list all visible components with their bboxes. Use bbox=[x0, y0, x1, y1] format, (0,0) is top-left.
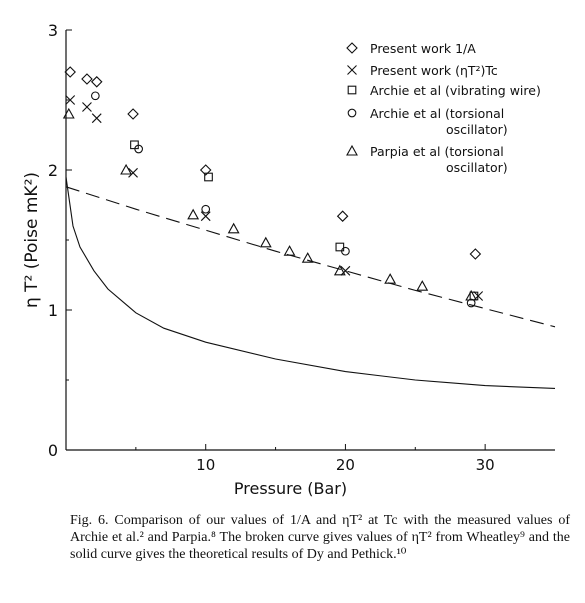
solid-curve-dy-pethick bbox=[65, 176, 556, 389]
data-point-diamond bbox=[127, 108, 139, 120]
data-point-triangle bbox=[283, 245, 296, 256]
data-point-triangle bbox=[62, 107, 75, 119]
y-tick-label: 0 bbox=[48, 441, 58, 460]
data-point-circle bbox=[201, 204, 211, 214]
data-point-triangle bbox=[384, 273, 397, 284]
legend-label: Present work 1/A bbox=[370, 41, 476, 56]
data-point-diamond bbox=[64, 66, 76, 78]
data-point-square bbox=[204, 172, 213, 182]
legend-marker-circle bbox=[347, 108, 357, 118]
y-tick-label: 2 bbox=[48, 161, 58, 180]
legend-label: Archie et al (torsional bbox=[370, 106, 504, 121]
data-point-diamond bbox=[336, 210, 349, 222]
data-point-triangle bbox=[227, 222, 240, 234]
y-axis-label: η T² (Poise mK²) bbox=[22, 172, 42, 308]
legend-label: Parpia et al (torsional bbox=[370, 144, 504, 159]
data-point-square bbox=[335, 242, 345, 252]
data-point-x bbox=[65, 95, 76, 105]
data-point-circle bbox=[90, 91, 100, 101]
data-point-x bbox=[128, 167, 138, 178]
data-point-diamond bbox=[81, 73, 93, 85]
y-tick-label: 1 bbox=[48, 301, 58, 320]
data-point-triangle bbox=[120, 163, 133, 175]
figure-caption: Fig. 6. Comparison of our values of 1/A … bbox=[70, 513, 570, 562]
data-point-x bbox=[91, 113, 102, 124]
data-point-x bbox=[200, 211, 211, 222]
data-point-circle bbox=[466, 298, 476, 308]
data-point-triangle bbox=[416, 280, 429, 291]
x-tick-label: 10 bbox=[196, 456, 215, 474]
data-point-triangle bbox=[301, 252, 314, 263]
legend-marker-triangle bbox=[346, 144, 358, 156]
legend-marker-x bbox=[347, 65, 357, 75]
legend-marker-diamond bbox=[346, 42, 358, 54]
legend-marker-square bbox=[347, 85, 357, 95]
data-point-diamond bbox=[199, 164, 212, 176]
data-point-triangle bbox=[187, 208, 200, 220]
data-point-circle bbox=[134, 144, 144, 154]
data-point-diamond bbox=[90, 76, 103, 88]
figure-6-chart: 0 1 2 3 10 20 30 Pressure (Bar) η T² (Poise mK²)… bbox=[22, 21, 556, 498]
legend-label: oscillator) bbox=[446, 122, 508, 137]
data-point-square bbox=[130, 140, 139, 150]
data-point-triangle bbox=[465, 289, 478, 301]
data-point-circle bbox=[341, 246, 350, 256]
legend-label: Archie et al (vibrating wire) bbox=[370, 83, 541, 98]
y-tick-label: 3 bbox=[48, 21, 58, 40]
data-point-diamond bbox=[469, 248, 482, 260]
legend-label: Present work (ηT²)Tc bbox=[370, 63, 498, 78]
x-tick-label: 30 bbox=[476, 456, 495, 474]
data-point-x bbox=[340, 265, 351, 276]
x-tick-label: 20 bbox=[336, 456, 355, 474]
x-axis-label: Pressure (Bar) bbox=[234, 479, 347, 498]
data-point-x bbox=[82, 102, 92, 112]
legend-label: oscillator) bbox=[446, 160, 508, 175]
data-point-triangle bbox=[259, 236, 272, 248]
data-point-triangle bbox=[333, 264, 346, 276]
dashed-curve-wheatley bbox=[65, 186, 556, 328]
